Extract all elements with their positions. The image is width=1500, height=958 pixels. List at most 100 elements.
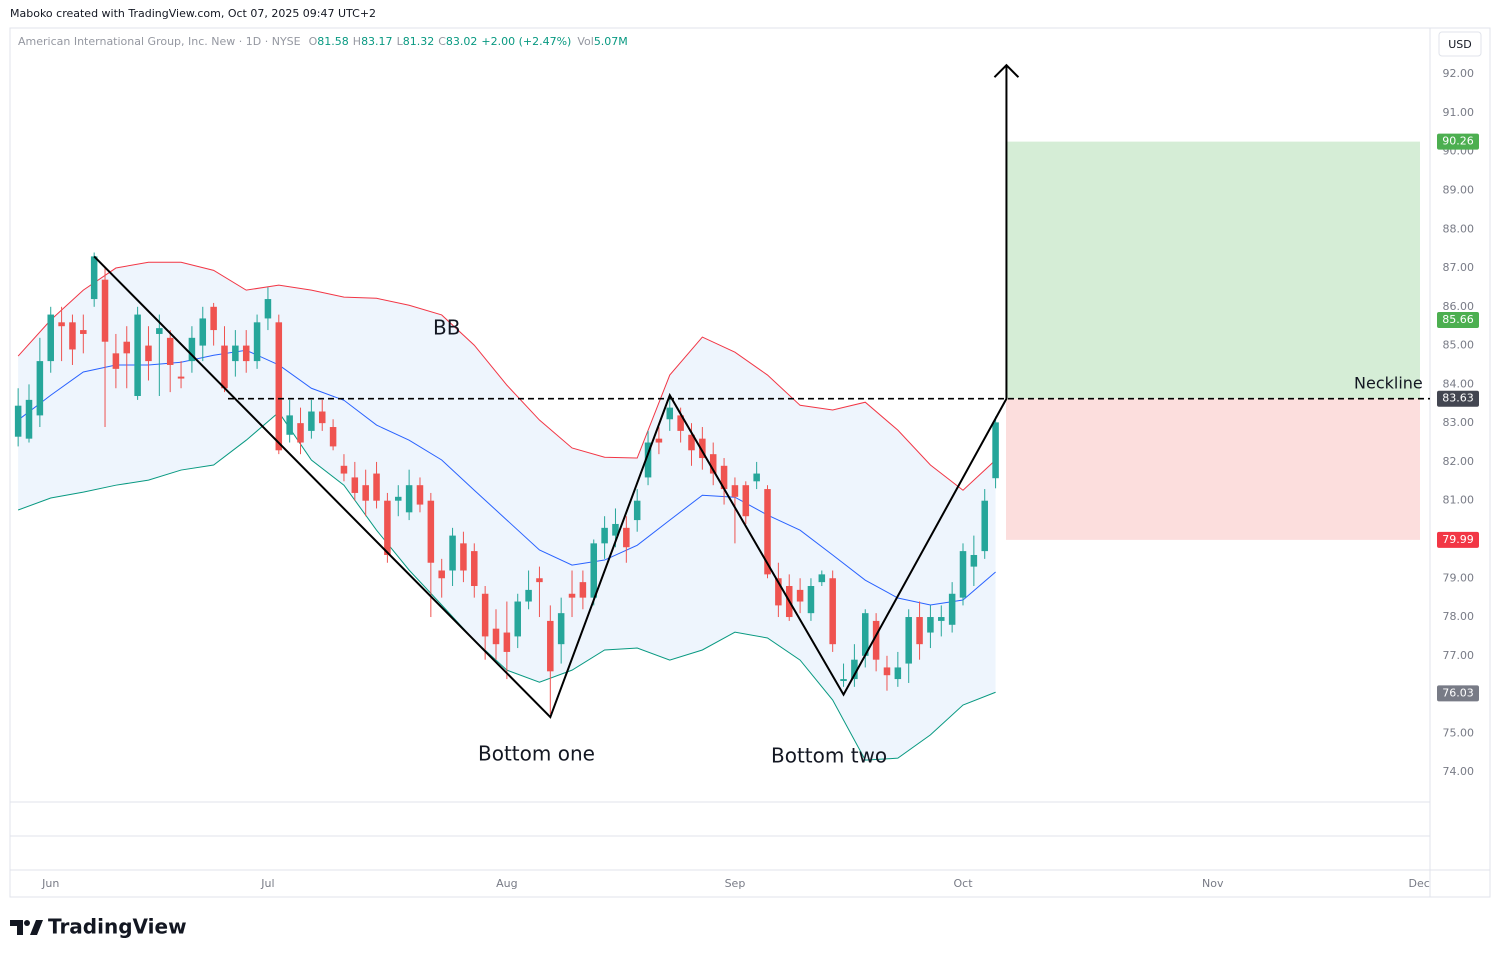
- zone: [1006, 141, 1420, 399]
- logo-mark: [24, 920, 30, 926]
- candle-body: [242, 345, 250, 362]
- candle-body: [297, 423, 304, 443]
- candle-body: [699, 438, 706, 459]
- candle-body: [362, 485, 369, 501]
- symbol: American International Group, Inc. New ·…: [18, 35, 301, 48]
- candle-body: [101, 279, 109, 342]
- candle-body: [916, 617, 923, 645]
- candle-body: [709, 454, 717, 474]
- candle-body: [872, 620, 880, 660]
- x-tick-label: Jul: [260, 877, 274, 890]
- y-tick-label: 87.00: [1443, 261, 1475, 274]
- annotation: Bottom two: [771, 744, 887, 768]
- candle-body: [612, 523, 619, 536]
- candle-body: [525, 589, 532, 602]
- price-label: 79.99: [1442, 533, 1474, 546]
- candle-body: [851, 659, 858, 680]
- candle-body: [481, 593, 489, 637]
- legend-label: H: [353, 35, 361, 48]
- plot: BB Bottom one Bottom two Neckline: [14, 63, 1430, 768]
- x-tick-label: Sep: [725, 877, 746, 890]
- x-tick-label: Nov: [1202, 877, 1224, 890]
- legend-change: +2.00 (+2.47%): [481, 35, 571, 48]
- candle-body: [644, 442, 652, 478]
- band-fill: [18, 262, 996, 761]
- y-tick-label: 86.00: [1443, 300, 1475, 313]
- candle-body: [601, 527, 608, 544]
- currency-button[interactable]: [1438, 31, 1482, 57]
- candle-body: [156, 328, 163, 334]
- price-label-bg: [1437, 311, 1479, 328]
- price-label: 76.03: [1442, 686, 1474, 699]
- candle-body: [340, 465, 348, 474]
- currency[interactable]: USD: [1448, 38, 1472, 51]
- candle-body: [677, 415, 684, 431]
- candle-body: [80, 330, 87, 334]
- candle-body: [318, 411, 326, 424]
- candle-body: [395, 496, 402, 501]
- candle-body: [742, 485, 750, 517]
- candle-body: [58, 322, 65, 327]
- candle-body: [188, 337, 196, 362]
- candle-body: [286, 415, 293, 435]
- price-label: 85.66: [1442, 313, 1474, 326]
- candle-body: [471, 551, 478, 587]
- y-tick-label: 81.00: [1443, 494, 1475, 507]
- x-tick-label: Aug: [496, 877, 517, 890]
- candle-body: [221, 345, 228, 389]
- candle-body: [69, 322, 76, 350]
- legend-value: 81.58: [317, 35, 349, 48]
- candle-body: [840, 679, 847, 682]
- candle-body: [384, 500, 391, 555]
- candle-body: [14, 405, 22, 437]
- candle-body: [883, 667, 891, 676]
- y-tick-label: 91.00: [1443, 106, 1475, 119]
- candle-body: [579, 582, 587, 598]
- candle-body: [731, 485, 739, 497]
- price-label-bg: [1437, 390, 1479, 407]
- y-tick-label: 88.00: [1443, 222, 1475, 235]
- legend-value: 81.32: [403, 35, 435, 48]
- x-tick-label: Jun: [41, 877, 59, 890]
- y-tick-label: 75.00: [1443, 726, 1475, 739]
- candle-body: [460, 543, 467, 571]
- price-label-bg: [1437, 685, 1479, 702]
- y-tick-label: 77.00: [1443, 649, 1475, 662]
- annotation: BB: [433, 316, 460, 340]
- candle-body: [416, 485, 424, 505]
- legend-label: Vol: [577, 35, 593, 48]
- y-tick-label: 83.00: [1443, 416, 1475, 429]
- candle-body: [557, 613, 565, 645]
- candle-body: [992, 422, 999, 479]
- candle-body: [264, 299, 272, 319]
- candle-body: [514, 601, 521, 637]
- candle-body: [373, 473, 380, 501]
- candle-body: [666, 407, 674, 420]
- candle-body: [655, 438, 663, 443]
- candle-body: [590, 543, 598, 598]
- candle-body: [807, 586, 815, 614]
- candle-body: [720, 465, 728, 490]
- candle-body: [145, 345, 152, 362]
- y-tick-label: 92.00: [1443, 67, 1475, 80]
- candle-body: [112, 353, 120, 369]
- candle-body: [36, 361, 44, 416]
- candle-body: [275, 322, 283, 451]
- candle-body: [438, 570, 445, 579]
- candle-body: [449, 535, 456, 571]
- price-label-bg: [1437, 133, 1479, 150]
- legend-label: L: [397, 35, 404, 48]
- y-tick-label: 84.00: [1443, 377, 1475, 390]
- y-tick-label: 79.00: [1443, 571, 1475, 584]
- zone: [1006, 398, 1420, 540]
- price-label-bg: [1437, 531, 1479, 548]
- candle-body: [688, 434, 695, 451]
- arrow-head: [993, 63, 1020, 78]
- legend-value: 83.17: [361, 35, 393, 48]
- candle-body: [166, 337, 174, 365]
- annotation: Bottom one: [478, 742, 595, 766]
- candle-body: [568, 593, 576, 598]
- legend-label: C: [438, 35, 446, 48]
